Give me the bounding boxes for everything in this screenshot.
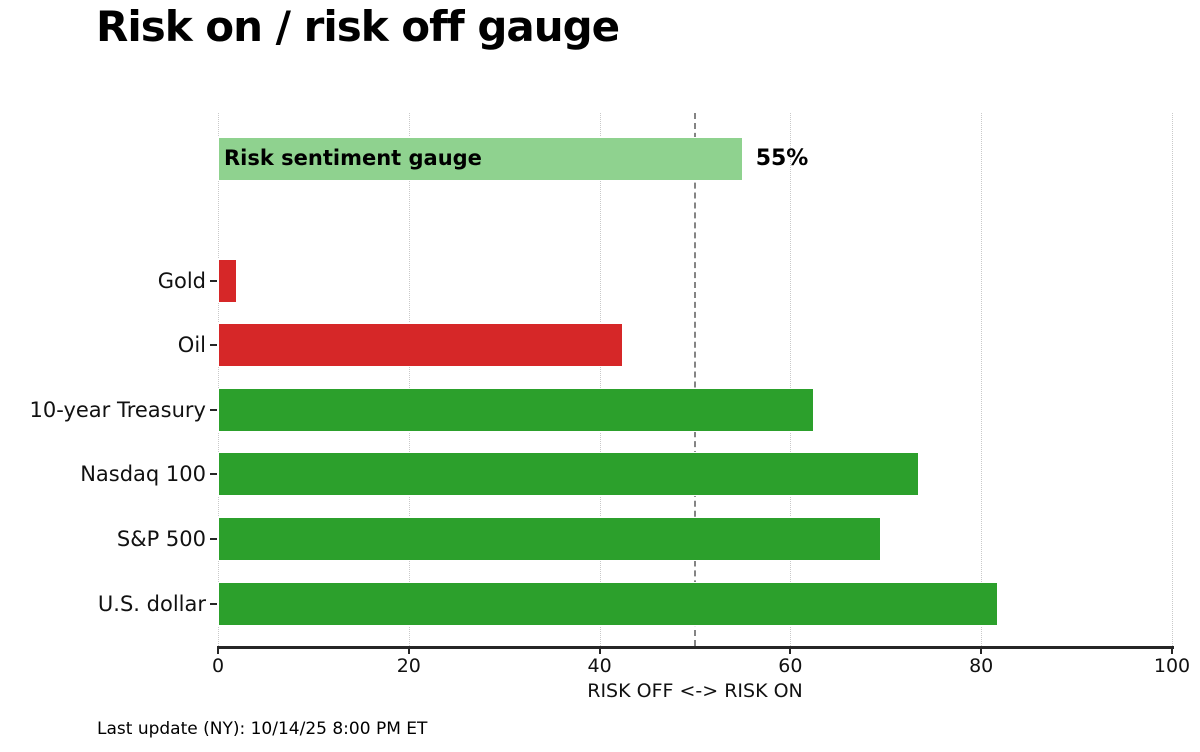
x-axis-label: RISK OFF <-> RISK ON bbox=[587, 680, 803, 702]
footnote: Last update (NY): 10/14/25 8:00 PM ET bbox=[97, 719, 428, 739]
y-label-3: Nasdaq 100 bbox=[80, 462, 206, 487]
reference-line-50 bbox=[694, 113, 696, 646]
x-tick-label-100: 100 bbox=[1153, 655, 1191, 677]
gridline-20 bbox=[408, 113, 410, 646]
x-tick-mark-20 bbox=[407, 649, 410, 654]
gauge-label: Risk sentiment gauge bbox=[224, 146, 482, 171]
x-tick-label-60: 60 bbox=[778, 655, 803, 677]
x-tick-label-40: 40 bbox=[587, 655, 612, 677]
x-tick-label-0: 0 bbox=[211, 655, 225, 677]
y-label-4: S&P 500 bbox=[116, 526, 206, 551]
bar-10-year-treasury bbox=[218, 387, 815, 432]
gridline-0 bbox=[218, 113, 219, 646]
gauge-bar: Risk sentiment gauge bbox=[218, 137, 743, 181]
y-tick-mark-2 bbox=[210, 408, 217, 411]
x-tick-mark-0 bbox=[217, 649, 219, 654]
x-tick-label-80: 80 bbox=[969, 655, 994, 677]
y-tick-mark-4 bbox=[210, 537, 217, 540]
gauge-value-label: 55% bbox=[755, 146, 809, 171]
y-label-1: Oil bbox=[177, 333, 206, 358]
gridline-60 bbox=[790, 113, 792, 646]
y-tick-mark-1 bbox=[210, 344, 217, 347]
gridline-100 bbox=[1172, 113, 1173, 646]
y-label-5: U.S. dollar bbox=[97, 591, 206, 616]
gridline-40 bbox=[599, 113, 601, 646]
x-tick-mark-80 bbox=[980, 649, 983, 654]
x-tick-label-20: 20 bbox=[396, 655, 421, 677]
bar-nasdaq-100 bbox=[218, 452, 920, 497]
bar-s-p-500 bbox=[218, 516, 882, 561]
gridline-80 bbox=[981, 113, 983, 646]
x-tick-mark-40 bbox=[598, 649, 601, 654]
bar-oil bbox=[218, 323, 624, 368]
plot-area: Risk sentiment gauge bbox=[218, 113, 1173, 646]
bar-u-s-dollar bbox=[218, 581, 999, 626]
x-tick-mark-60 bbox=[789, 649, 792, 654]
x-axis-line bbox=[217, 646, 1174, 649]
y-tick-mark-3 bbox=[210, 473, 217, 476]
y-label-0: Gold bbox=[157, 268, 206, 293]
y-tick-mark-5 bbox=[210, 602, 217, 605]
bar-gold bbox=[218, 258, 238, 303]
y-label-2: 10-year Treasury bbox=[29, 397, 206, 422]
chart-title: Risk on / risk off gauge bbox=[96, 2, 620, 51]
y-tick-mark-0 bbox=[210, 279, 217, 282]
x-tick-mark-100 bbox=[1171, 649, 1173, 654]
